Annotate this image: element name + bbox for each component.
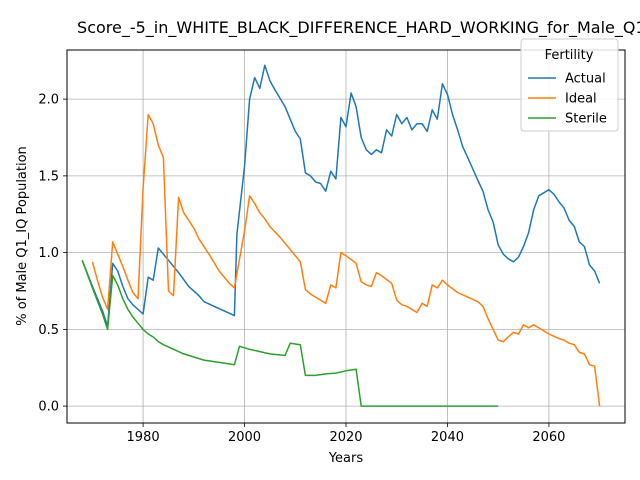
y-tick-label: 0.5 [38,323,59,338]
x-tick-label: 2060 [532,430,565,445]
legend-label-ideal: Ideal [565,92,597,107]
y-tick-label: 1.5 [38,169,59,184]
y-tick-label: 1.0 [38,246,59,261]
y-tick-label: 0.0 [38,400,59,415]
x-tick-label: 2000 [228,430,261,445]
legend-label-sterile: Sterile [565,112,607,127]
series-lines [81,64,601,407]
legend-title: Fertility [545,48,594,63]
y-axis-title: % of Male Q1_IQ Population [15,146,30,326]
series-line-actual [81,64,601,328]
legend: Fertility Actual Ideal Sterile [520,38,619,132]
y-tick-label: 2.0 [38,93,59,108]
x-tick-label: 2040 [431,430,464,445]
axis-ticks: 1980 2000 2020 2040 2060 0.0 0.5 1.0 1.5 2.0 [38,93,565,445]
x-axis-title: Years [328,451,364,466]
chart-title: Score_-5_in_WHITE_BLACK_DIFFERENCE_HARD_… [77,18,640,38]
series-line-ideal [91,113,601,407]
x-tick-label: 1980 [127,430,160,445]
series-line-sterile [81,260,499,407]
x-tick-label: 2020 [329,430,362,445]
legend-box [520,38,619,132]
legend-label-actual: Actual [565,72,606,87]
